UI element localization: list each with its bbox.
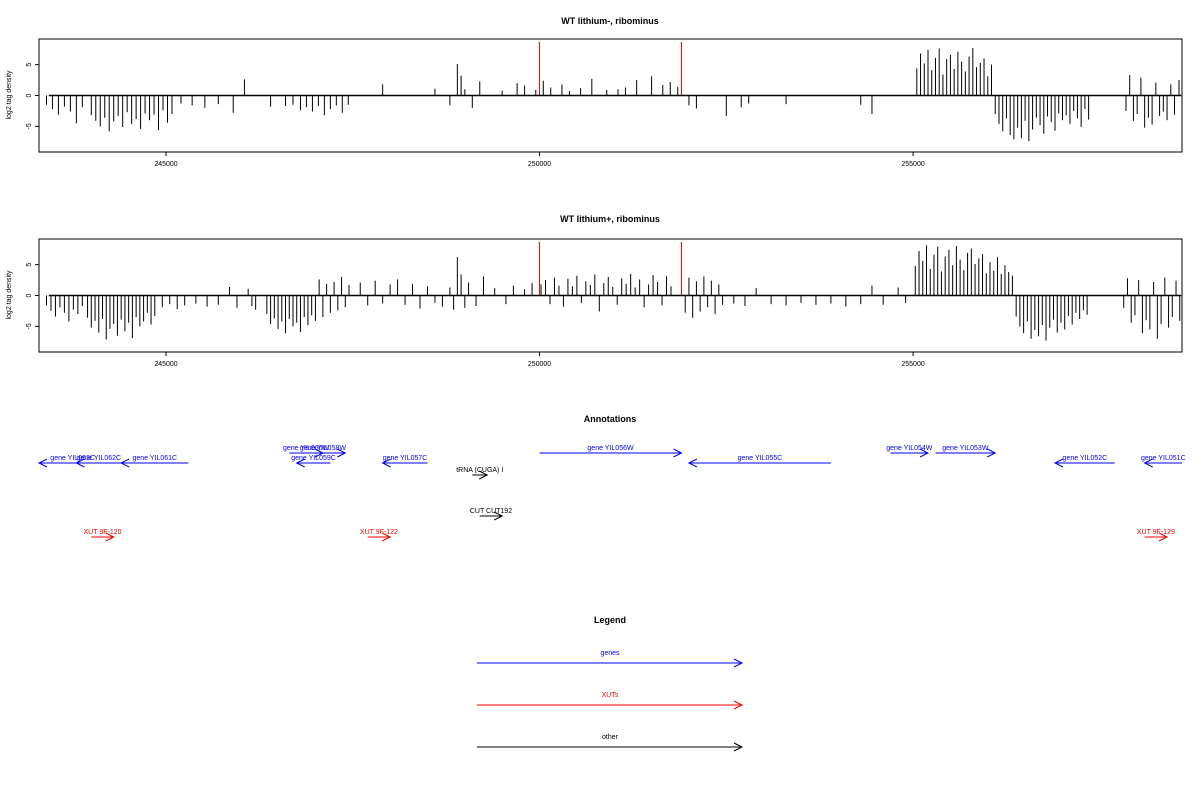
y-tick-label: 5: [26, 63, 33, 67]
legend-entry-genes: genes: [477, 650, 744, 668]
x-tick-label: 245000: [154, 361, 177, 368]
feature-label: gene YIL058W: [300, 445, 347, 452]
feature-genes: gene YIL055C: [687, 455, 831, 468]
feature-arrowhead: [493, 511, 504, 521]
feature-arrowhead: [105, 532, 115, 542]
feature-label: gene YIL063C: [50, 455, 95, 462]
x-tick-label: 255000: [901, 161, 924, 168]
feature-label: gene YIL061C: [132, 455, 177, 462]
legend-entries: genes XUTs other: [477, 650, 744, 752]
feature-genes: gene YIL051C: [1141, 455, 1186, 468]
bar-group: [45, 47, 1180, 142]
feature-label: gene YIL054W: [886, 445, 933, 452]
annotations-title: Annotations: [584, 414, 637, 424]
feature-XUTs: XUT 9F-122: [360, 529, 398, 542]
feature-arrowhead: [37, 458, 48, 468]
y-tick-label: 0: [26, 93, 33, 97]
marker-line-group: [539, 42, 682, 96]
feature-arrowhead: [919, 448, 930, 458]
y-tick-label: -5: [26, 323, 33, 329]
x-tick-label: 255000: [901, 361, 924, 368]
feature-XUTs: XUT 9F-129: [1137, 529, 1175, 542]
feature-arrowhead: [295, 458, 305, 468]
feature-label: XUT 9F-129: [1137, 529, 1175, 536]
feature-genes: gene YIL057C: [381, 455, 428, 468]
panel-lithium-plus: WT lithium+, ribominus log2 tag density …: [6, 214, 1183, 368]
x-tick-label: 250000: [528, 161, 551, 168]
feature-label: gene YIL062C: [76, 455, 121, 462]
legend-arrowhead: [733, 700, 744, 710]
x-axis: 245000 250000 255000: [154, 351, 925, 368]
y-axis: -5 0 5: [26, 63, 40, 129]
feature-arrowhead: [987, 448, 997, 458]
y-tick-label: -5: [26, 123, 33, 129]
legend-title: Legend: [594, 615, 626, 625]
feature-XUTs: XUT 9F-120: [84, 529, 122, 542]
feature-genes: gene YIL056W: [539, 445, 683, 458]
y-tick-label: 5: [26, 263, 33, 267]
x-tick-label: 250000: [528, 361, 551, 368]
panel-lithium-minus: WT lithium-, ribominus log2 tag density …: [6, 16, 1183, 168]
feature-genes: gene YIL062C: [75, 455, 122, 468]
y-tick-label: 0: [26, 293, 33, 297]
legend-label: genes: [600, 650, 620, 657]
x-axis: 245000 250000 255000: [154, 151, 925, 168]
feature-arrowhead: [673, 448, 683, 458]
feature-arrowhead: [120, 458, 130, 468]
feature-label: CUT CUT192: [470, 508, 512, 515]
feature-genes: gene YIL053W: [935, 445, 997, 458]
feature-label: gene YIL051C: [1141, 455, 1186, 462]
legend-entry-XUTs: XUTs: [477, 692, 744, 710]
legend-arrowhead: [733, 658, 744, 668]
feature-label: gene YIL052C: [1063, 455, 1108, 462]
chart-title: WT lithium-, ribominus: [561, 16, 659, 26]
feature-arrowhead: [479, 470, 489, 480]
feature-label: gene YIL055C: [738, 455, 783, 462]
feature-other: CUT CUT192: [470, 508, 512, 521]
feature-label: gene YIL060W: [283, 445, 330, 452]
y-axis: -5 0 5: [26, 263, 40, 329]
feature-arrowhead: [75, 458, 85, 468]
feature-genes: gene YIL052C: [1053, 455, 1115, 468]
feature-arrowhead: [337, 448, 347, 458]
feature-arrowhead: [1158, 532, 1169, 542]
feature-arrowhead: [687, 458, 698, 468]
legend-entry-other: other: [477, 734, 744, 752]
feature-arrowhead: [1053, 458, 1064, 468]
feature-label: XUT 9F-120: [84, 529, 122, 536]
legend-label: other: [602, 734, 619, 741]
feature-genes: gene YIL059C: [291, 455, 336, 468]
chart-title: WT lithium+, ribominus: [560, 214, 660, 224]
legend-label: XUTs: [602, 692, 619, 699]
feature-label: gene YIL057C: [383, 455, 428, 462]
feature-label: gene YIL053W: [942, 445, 989, 452]
feature-arrowhead: [381, 458, 391, 468]
feature-genes: gene YIL058W: [300, 445, 347, 458]
feature-genes: gene YIL054W: [886, 445, 933, 458]
x-tick-label: 245000: [154, 161, 177, 168]
feature-genes: gene YIL061C: [120, 455, 189, 468]
feature-label: gene YIL056W: [587, 445, 634, 452]
feature-arrowhead: [381, 532, 392, 542]
feature-other: tRNA (CUGA) I: [456, 467, 503, 480]
feature-arrowhead: [1143, 458, 1153, 468]
feature-label: tRNA (CUGA) I: [456, 467, 503, 474]
feature-label: gene YIL059C: [291, 455, 336, 462]
legend-arrowhead: [733, 742, 744, 752]
legend-panel: Legend genes XUTs other: [477, 615, 744, 752]
bar-group: [45, 245, 1181, 341]
marker-line-group: [539, 242, 682, 296]
y-axis-label: log2 tag density: [6, 70, 13, 120]
feature-label: XUT 9F-122: [360, 529, 398, 536]
y-axis-label: log2 tag density: [6, 270, 13, 320]
